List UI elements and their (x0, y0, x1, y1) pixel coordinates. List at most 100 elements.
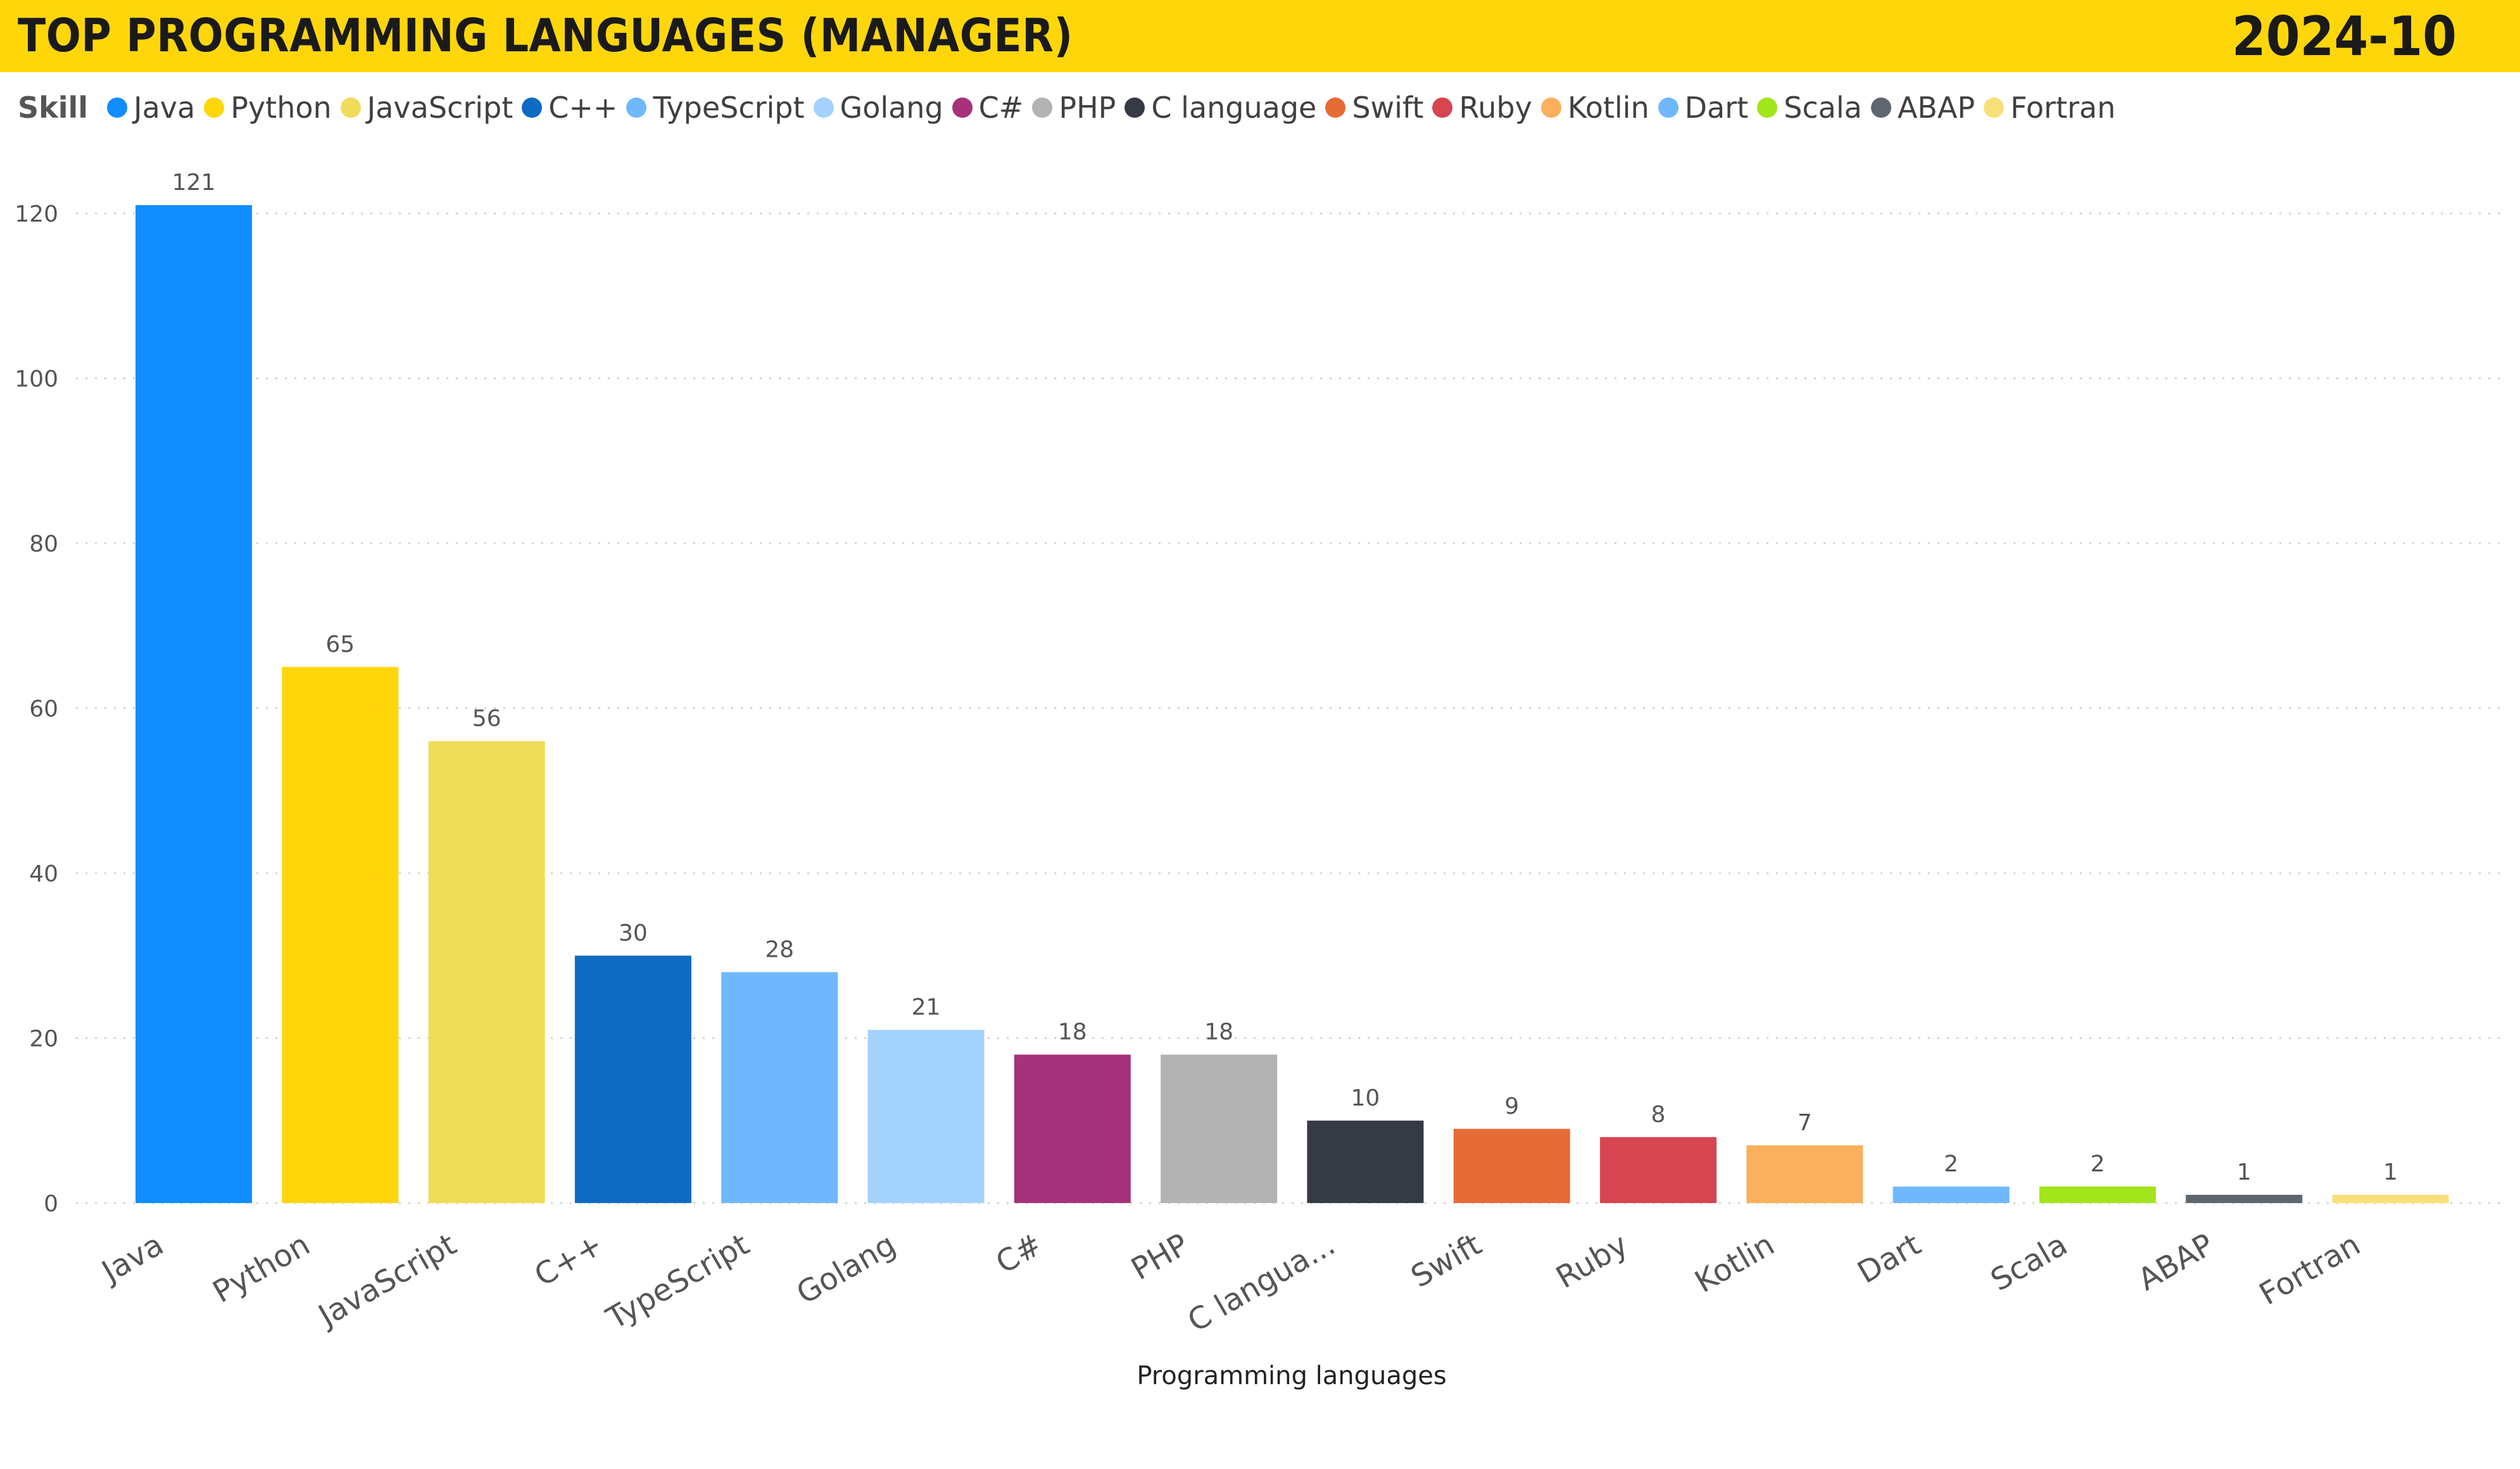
legend-label: Golang (840, 91, 943, 125)
legend-label: Fortran (2010, 91, 2116, 125)
bar[interactable] (2039, 1186, 2156, 1203)
data-label: 9 (1504, 1094, 1519, 1119)
legend-item[interactable]: Dart (1658, 91, 1749, 125)
legend-label: Swift (1352, 91, 1424, 125)
legend-marker (1032, 98, 1053, 118)
legend-marker (813, 98, 834, 118)
x-tick-label: PHP (1125, 1226, 1194, 1287)
data-label: 7 (1798, 1110, 1812, 1136)
legend-marker (1757, 98, 1778, 118)
legend-item[interactable]: JavaScript (340, 91, 513, 125)
data-label: 21 (912, 994, 941, 1020)
legend-label: JavaScript (367, 91, 513, 125)
legend-marker (626, 98, 647, 118)
legend-item[interactable]: Java (107, 91, 195, 125)
x-tick-label: Fortran (2253, 1226, 2366, 1312)
bar[interactable] (574, 955, 691, 1203)
legend-item[interactable]: TypeScript (626, 91, 805, 125)
legend-title: Skill (18, 91, 89, 125)
legend-marker (522, 98, 543, 118)
title-bar: TOP PROGRAMMING LANGUAGES (MANAGER) 2024… (0, 0, 2520, 72)
x-tick-label: Kotlin (1689, 1226, 1780, 1300)
bar[interactable] (135, 205, 252, 1204)
legend-label: TypeScript (653, 91, 805, 125)
legend-item[interactable]: Scala (1757, 91, 1862, 125)
legend-item[interactable]: Python (204, 91, 332, 125)
bar[interactable] (1014, 1054, 1131, 1203)
bar[interactable] (282, 667, 399, 1203)
legend-marker (1432, 98, 1453, 118)
legend-label: Dart (1684, 91, 1749, 125)
legend-marker (1870, 98, 1891, 118)
x-tick-label: Dart (1851, 1226, 1927, 1290)
bar[interactable] (1746, 1145, 1863, 1203)
legend-label: ABAP (1897, 91, 1975, 125)
data-label: 1 (2237, 1159, 2252, 1185)
y-tick-label: 80 (29, 531, 58, 557)
x-tick-label: ABAP (2132, 1226, 2219, 1297)
legend-marker (1540, 98, 1561, 118)
bar[interactable] (1161, 1054, 1278, 1203)
bar[interactable] (2186, 1194, 2303, 1203)
legend-label: Kotlin (1567, 91, 1649, 125)
legend-label: C language (1151, 91, 1317, 125)
data-label: 28 (765, 936, 794, 962)
legend-marker (1325, 98, 1346, 118)
data-label: 2 (2090, 1151, 2105, 1177)
data-label: 2 (1944, 1151, 1958, 1177)
x-tick-label: JavaScript (311, 1226, 462, 1334)
legend-item[interactable]: C++ (522, 91, 617, 125)
y-tick-label: 40 (29, 861, 58, 887)
legend-item[interactable]: PHP (1032, 91, 1116, 125)
data-label: 8 (1651, 1102, 1666, 1128)
bar[interactable] (428, 741, 545, 1203)
legend-item[interactable]: ABAP (1870, 91, 1975, 125)
legend-item[interactable]: C language (1125, 91, 1316, 125)
x-tick-label: C langua... (1182, 1226, 1341, 1339)
x-axis-title: Programming languages (1137, 1361, 1447, 1390)
data-label: 56 (472, 706, 501, 732)
data-label: 18 (1204, 1019, 1233, 1045)
y-tick-label: 0 (44, 1191, 58, 1217)
bar[interactable] (1600, 1137, 1717, 1203)
x-tick-label: C++ (529, 1226, 609, 1293)
bar[interactable] (1307, 1120, 1424, 1203)
legend-item[interactable]: Kotlin (1540, 91, 1649, 125)
y-tick-label: 60 (29, 697, 58, 722)
legend-label: Ruby (1459, 91, 1532, 125)
legend-item[interactable]: C# (952, 91, 1024, 125)
x-tick-label: Python (207, 1226, 316, 1310)
legend-item[interactable]: Swift (1325, 91, 1423, 125)
bar[interactable] (867, 1030, 985, 1203)
x-tick-label: Scala (1985, 1226, 2074, 1298)
x-tick-label: Java (94, 1226, 169, 1290)
bar[interactable] (1453, 1128, 1570, 1203)
x-tick-label: TypeScript (600, 1226, 755, 1337)
legend-marker (340, 98, 361, 118)
data-label: 121 (172, 170, 216, 196)
legend-item[interactable]: Golang (813, 91, 943, 125)
bar[interactable] (2332, 1194, 2449, 1203)
legend-label: Java (134, 91, 196, 125)
x-tick-label: Swift (1405, 1226, 1487, 1294)
legend-item[interactable]: Fortran (1984, 91, 2115, 125)
chart-title: TOP PROGRAMMING LANGUAGES (MANAGER) (18, 9, 1073, 62)
y-tick-label: 100 (15, 367, 58, 393)
legend-label: PHP (1059, 91, 1116, 125)
y-tick-label: 120 (15, 201, 58, 227)
x-tick-label: C# (990, 1226, 1049, 1280)
legend-item[interactable]: Ruby (1432, 91, 1532, 125)
data-label: 65 (325, 631, 355, 657)
data-label: 10 (1351, 1085, 1380, 1111)
data-label: 18 (1058, 1019, 1087, 1045)
data-label: 30 (619, 920, 648, 946)
legend-marker (1658, 98, 1679, 118)
bar[interactable] (721, 972, 838, 1203)
legend-label: C# (978, 91, 1024, 125)
data-label: 1 (2383, 1159, 2398, 1185)
legend-label: C++ (548, 91, 618, 125)
legend-marker (1984, 98, 2005, 118)
legend-label: Scala (1784, 91, 1862, 125)
bar[interactable] (1893, 1186, 2010, 1203)
